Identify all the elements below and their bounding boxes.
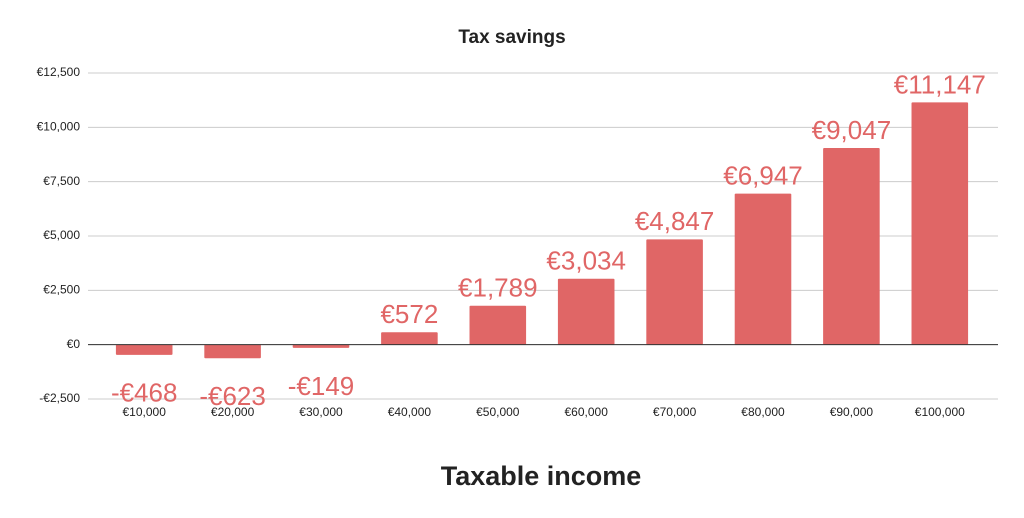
x-tick-label: €90,000 xyxy=(830,405,874,419)
x-tick-label: €30,000 xyxy=(299,405,343,419)
x-tick-label: €40,000 xyxy=(388,405,432,419)
bar xyxy=(469,305,527,345)
x-axis-title: Taxable income xyxy=(441,461,642,491)
data-label: €3,034 xyxy=(546,246,626,276)
data-label: €9,047 xyxy=(812,115,892,145)
bar xyxy=(911,102,969,345)
bar xyxy=(204,344,261,359)
data-label: €572 xyxy=(380,299,438,329)
bar xyxy=(381,332,438,345)
data-label: €1,789 xyxy=(458,273,538,303)
bar xyxy=(557,278,615,345)
data-label: -€149 xyxy=(288,371,355,401)
y-tick-label: €10,000 xyxy=(37,120,81,134)
bar xyxy=(646,239,703,345)
bar xyxy=(734,193,792,345)
x-tick-label: €50,000 xyxy=(476,405,520,419)
x-tick-label: €60,000 xyxy=(565,405,609,419)
data-label: -€468 xyxy=(111,378,178,408)
data-label: €4,847 xyxy=(635,206,715,236)
x-tick-label: €20,000 xyxy=(211,405,255,419)
data-label: €11,147 xyxy=(894,69,986,99)
y-tick-label: -€2,500 xyxy=(39,391,80,405)
y-tick-label: €0 xyxy=(67,337,81,351)
x-tick-label: €100,000 xyxy=(915,405,965,419)
bar xyxy=(115,344,173,355)
x-tick-label: €80,000 xyxy=(741,405,785,419)
y-tick-label: €7,500 xyxy=(43,174,80,188)
data-label: €6,947 xyxy=(723,161,803,191)
y-tick-label: €12,500 xyxy=(37,65,81,79)
chart-title: Tax savings xyxy=(458,27,565,48)
x-tick-label: €10,000 xyxy=(123,405,167,419)
data-label: -€623 xyxy=(199,381,266,411)
y-tick-label: €5,000 xyxy=(43,228,80,242)
y-tick-label: €2,500 xyxy=(43,283,80,297)
bar xyxy=(292,344,350,348)
x-tick-label: €70,000 xyxy=(653,405,697,419)
bar xyxy=(823,148,880,345)
